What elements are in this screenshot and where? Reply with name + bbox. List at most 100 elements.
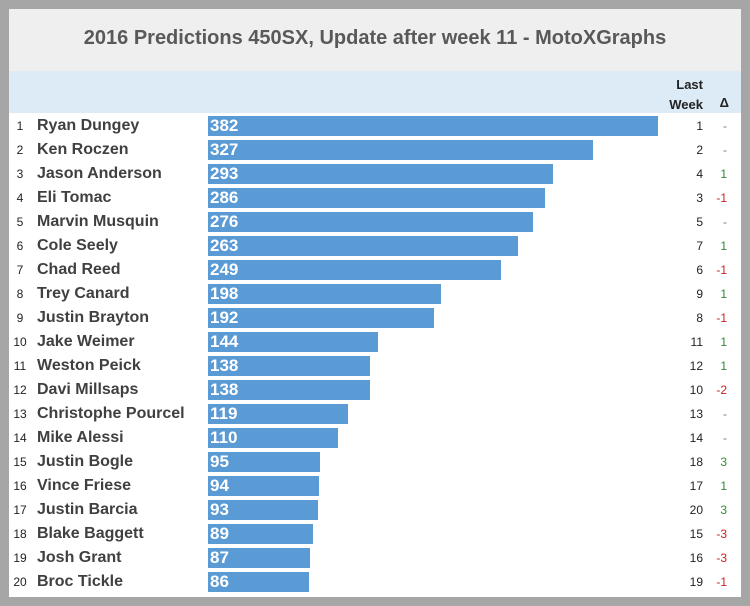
last-week: 7	[696, 239, 703, 253]
name: Mike Alessi	[37, 429, 124, 446]
delta: -	[723, 143, 727, 157]
rank: 7	[16, 263, 24, 277]
delta: 1	[720, 239, 727, 253]
bar	[208, 140, 594, 160]
value-label: 95	[210, 452, 229, 471]
bar	[208, 188, 545, 208]
rank: 19	[13, 551, 27, 565]
name: Marvin Musquin	[37, 213, 159, 230]
last-week-header: Last Week	[669, 77, 703, 112]
rank: 2	[16, 143, 24, 157]
value-label: 138	[210, 356, 239, 375]
name: Blake Baggett	[37, 525, 144, 542]
name: Trey Canard	[37, 285, 130, 302]
delta: -	[723, 215, 727, 229]
value-label: 249	[210, 260, 239, 279]
last-week: 6	[696, 263, 703, 277]
delta: -3	[716, 527, 727, 541]
name: Eli Tomac	[37, 189, 112, 206]
chart-title: 2016 Predictions 450SX, Update after wee…	[83, 27, 667, 49]
last-week: 19	[689, 575, 703, 589]
bar	[208, 476, 319, 496]
bar	[208, 332, 378, 352]
value-label: 263	[210, 236, 239, 255]
name: Ken Roczen	[37, 141, 129, 158]
value-label: 86	[210, 572, 229, 591]
rank: 1	[16, 119, 24, 133]
name: Justin Barcia	[37, 501, 138, 518]
value-label: 286	[210, 188, 239, 207]
last-week: 2	[696, 143, 703, 157]
delta: -	[723, 407, 727, 421]
rank: 16	[13, 479, 27, 493]
name: Weston Peick	[37, 357, 141, 374]
value-label: 94	[210, 476, 229, 495]
value-label: 119	[210, 404, 238, 423]
name: Davi Millsaps	[37, 381, 139, 398]
delta-header: Δ	[719, 95, 729, 110]
delta: -	[723, 119, 727, 133]
name: Jake Weimer	[37, 333, 135, 350]
last-week: 15	[689, 527, 703, 541]
rank: 5	[16, 215, 24, 229]
bar	[208, 524, 313, 544]
last-week: 9	[696, 287, 703, 301]
name: Justin Brayton	[37, 309, 150, 326]
bar	[208, 572, 310, 592]
last-week: 13	[689, 407, 703, 421]
value-label: 382	[210, 116, 239, 135]
rank: 20	[13, 575, 27, 589]
bar	[208, 236, 518, 256]
delta: -1	[716, 191, 727, 205]
value-label: 276	[210, 212, 239, 231]
delta: 1	[720, 287, 727, 301]
name: Broc Tickle	[37, 573, 123, 590]
name: Christophe Pourcel	[37, 405, 185, 422]
bar	[208, 260, 502, 280]
rank: 11	[13, 359, 27, 373]
bar	[208, 428, 338, 448]
delta: -1	[716, 575, 727, 589]
rank: 18	[13, 527, 27, 541]
delta: 3	[720, 503, 727, 517]
header-band	[9, 71, 741, 113]
name: Justin Bogle	[37, 453, 134, 470]
value-label: 89	[210, 524, 229, 543]
last-week: 17	[689, 479, 703, 493]
name: Josh Grant	[37, 549, 122, 566]
bar	[208, 452, 320, 472]
name: Chad Reed	[37, 261, 121, 278]
last-week: 20	[689, 503, 703, 517]
value-label: 198	[210, 284, 239, 303]
last-week: 10	[689, 383, 703, 397]
name: Ryan Dungey	[37, 117, 140, 134]
delta: 1	[720, 167, 727, 181]
last-week: 8	[696, 311, 703, 325]
last-week: 12	[689, 359, 703, 373]
rank: 3	[16, 167, 24, 181]
rank: 12	[13, 383, 27, 397]
name: Cole Seely	[37, 237, 118, 254]
last-week: 16	[689, 551, 703, 565]
value-label: 192	[210, 308, 239, 327]
rank: 8	[16, 287, 24, 301]
name: Jason Anderson	[37, 165, 162, 182]
last-week: 1	[696, 119, 703, 133]
rank: 14	[13, 431, 27, 445]
value-label: 87	[210, 548, 229, 567]
rank: 4	[16, 191, 24, 205]
value-label: 138	[210, 380, 239, 399]
rank: 13	[13, 407, 27, 421]
last-week: 11	[690, 335, 703, 349]
delta: -	[723, 431, 727, 445]
last-week: 5	[696, 215, 703, 229]
rank: 17	[13, 503, 27, 517]
rank: 15	[13, 455, 27, 469]
bar	[208, 500, 318, 520]
title-band	[9, 9, 741, 71]
bar	[208, 308, 435, 328]
value-label: 327	[210, 140, 239, 159]
bar	[208, 548, 311, 568]
rank: 10	[13, 335, 27, 349]
